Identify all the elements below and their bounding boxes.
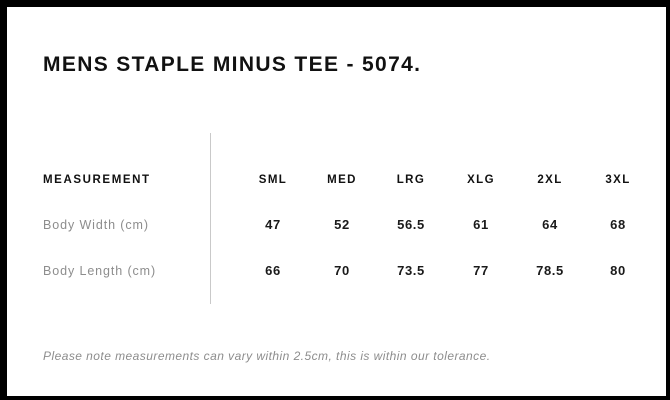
column-header-xlg: XLG bbox=[467, 174, 495, 186]
cell-body-width-med: 52 bbox=[334, 217, 350, 232]
column-header-measurement: MEASUREMENT bbox=[43, 174, 151, 186]
table-row: Body Width (cm) 47 52 56.5 61 64 68 bbox=[7, 215, 666, 235]
tolerance-footnote: Please note measurements can vary within… bbox=[43, 349, 491, 363]
column-divider bbox=[210, 133, 211, 304]
cell-body-length-lrg: 73.5 bbox=[397, 263, 425, 278]
column-header-sml: SML bbox=[258, 174, 288, 186]
column-header-3xl: 3XL bbox=[605, 174, 631, 186]
page-title: MENS STAPLE MINUS TEE - 5074. bbox=[43, 53, 422, 76]
cell-body-width-3xl: 68 bbox=[610, 217, 626, 232]
cell-body-length-med: 70 bbox=[334, 263, 350, 278]
column-header-med: MED bbox=[327, 174, 357, 186]
cell-body-width-lrg: 56.5 bbox=[397, 217, 425, 232]
table-row: Body Length (cm) 66 70 73.5 77 78.5 80 bbox=[7, 261, 666, 281]
column-header-2xl: 2XL bbox=[537, 174, 563, 186]
table-header-row: MEASUREMENT SML MED LRG XLG 2XL 3XL bbox=[7, 170, 666, 190]
cell-body-width-2xl: 64 bbox=[542, 217, 558, 232]
cell-body-length-sml: 66 bbox=[265, 263, 281, 278]
column-header-lrg: LRG bbox=[396, 174, 426, 186]
size-chart-table: MEASUREMENT SML MED LRG XLG 2XL 3XL Body… bbox=[7, 7, 666, 396]
cell-body-width-sml: 47 bbox=[265, 217, 281, 232]
cell-body-length-2xl: 78.5 bbox=[536, 263, 564, 278]
row-label-body-width: Body Width (cm) bbox=[43, 218, 149, 232]
cell-body-length-3xl: 80 bbox=[610, 263, 626, 278]
cell-body-length-xlg: 77 bbox=[473, 263, 489, 278]
row-label-body-length: Body Length (cm) bbox=[43, 264, 157, 278]
cell-body-width-xlg: 61 bbox=[473, 217, 489, 232]
size-chart-canvas: MENS STAPLE MINUS TEE - 5074. MEASUREMEN… bbox=[7, 7, 666, 396]
